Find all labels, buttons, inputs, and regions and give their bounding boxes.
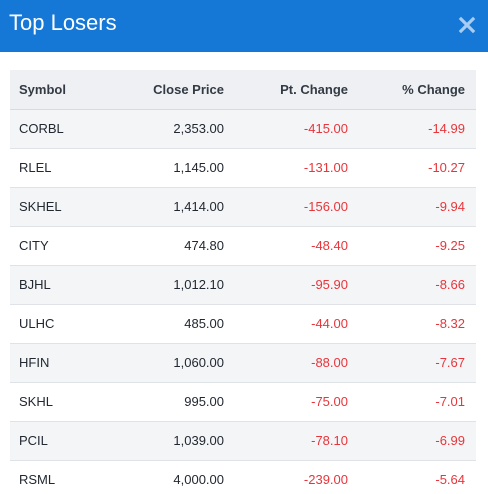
pt-change-cell: -239.00	[303, 472, 348, 487]
table-row[interactable]: CITY 474.80 -48.40 -9.25	[10, 226, 476, 265]
symbol-cell[interactable]: HFIN	[19, 355, 50, 370]
close-icon	[458, 16, 476, 34]
table-row[interactable]: SKHL 995.00 -75.00 -7.01	[10, 382, 476, 421]
pt-change-cell: -75.00	[311, 394, 348, 409]
pct-change-cell: -7.01	[435, 394, 465, 409]
pct-change-cell: -9.25	[435, 238, 465, 253]
table-row[interactable]: PCIL 1,039.00 -78.10 -6.99	[10, 421, 476, 460]
close-price-cell: 2,353.00	[173, 121, 224, 136]
table-row[interactable]: ULHC 485.00 -44.00 -8.32	[10, 304, 476, 343]
table-header-row: Symbol Close Price Pt. Change % Change	[10, 70, 476, 109]
pct-change-cell: -7.67	[435, 355, 465, 370]
pct-change-cell: -9.94	[435, 199, 465, 214]
symbol-cell[interactable]: BJHL	[19, 277, 51, 292]
close-price-cell: 474.80	[184, 238, 224, 253]
pct-change-cell: -10.27	[428, 160, 465, 175]
pt-change-cell: -415.00	[303, 121, 348, 136]
close-price-cell: 4,000.00	[173, 472, 224, 487]
pt-change-cell: -88.00	[311, 355, 348, 370]
table-row[interactable]: CORBL 2,353.00 -415.00 -14.99	[10, 109, 476, 148]
symbol-cell[interactable]: SKHEL	[19, 199, 62, 214]
close-button[interactable]	[458, 13, 476, 37]
modal-header: Top Losers	[0, 0, 488, 52]
column-header-pt-change[interactable]: Pt. Change	[280, 81, 348, 97]
close-price-cell: 1,012.10	[173, 277, 224, 292]
pct-change-cell: -6.99	[435, 433, 465, 448]
pt-change-cell: -44.00	[311, 316, 348, 331]
table-row[interactable]: SKHEL 1,414.00 -156.00 -9.94	[10, 187, 476, 226]
table-row[interactable]: RLEL 1,145.00 -131.00 -10.27	[10, 148, 476, 187]
symbol-cell[interactable]: RSML	[19, 472, 56, 487]
column-header-close-price[interactable]: Close Price	[153, 81, 224, 97]
modal-title: Top Losers	[9, 10, 117, 35]
table-body: CORBL 2,353.00 -415.00 -14.99 RLEL 1,145.00 -1…	[10, 109, 476, 494]
close-price-cell: 1,414.00	[173, 199, 224, 214]
pct-change-cell: -8.66	[435, 277, 465, 292]
symbol-cell[interactable]: RLEL	[19, 160, 52, 175]
symbol-cell[interactable]: CORBL	[19, 121, 64, 136]
close-price-cell: 1,060.00	[173, 355, 224, 370]
pt-change-cell: -48.40	[311, 238, 348, 253]
pct-change-cell: -8.32	[435, 316, 465, 331]
pt-change-cell: -131.00	[303, 160, 348, 175]
column-header-symbol[interactable]: Symbol	[19, 81, 66, 97]
table-row[interactable]: HFIN 1,060.00 -88.00 -7.67	[10, 343, 476, 382]
close-price-cell: 1,145.00	[173, 160, 224, 175]
pt-change-cell: -156.00	[303, 199, 348, 214]
symbol-cell[interactable]: ULHC	[19, 316, 55, 331]
losers-table: Symbol Close Price Pt. Change % Change C…	[10, 70, 476, 494]
symbol-cell[interactable]: CITY	[19, 238, 49, 253]
pct-change-cell: -14.99	[428, 121, 465, 136]
pt-change-cell: -78.10	[311, 433, 348, 448]
pct-change-cell: -5.64	[435, 472, 465, 487]
close-price-cell: 485.00	[184, 316, 224, 331]
symbol-cell[interactable]: SKHL	[19, 394, 53, 409]
pt-change-cell: -95.90	[311, 277, 348, 292]
table-row[interactable]: BJHL 1,012.10 -95.90 -8.66	[10, 265, 476, 304]
losers-table-container: Symbol Close Price Pt. Change % Change C…	[10, 70, 476, 494]
close-price-cell: 995.00	[184, 394, 224, 409]
symbol-cell[interactable]: PCIL	[19, 433, 48, 448]
table-row[interactable]: RSML 4,000.00 -239.00 -5.64	[10, 460, 476, 494]
column-header-pct-change[interactable]: % Change	[402, 81, 465, 97]
close-price-cell: 1,039.00	[173, 433, 224, 448]
